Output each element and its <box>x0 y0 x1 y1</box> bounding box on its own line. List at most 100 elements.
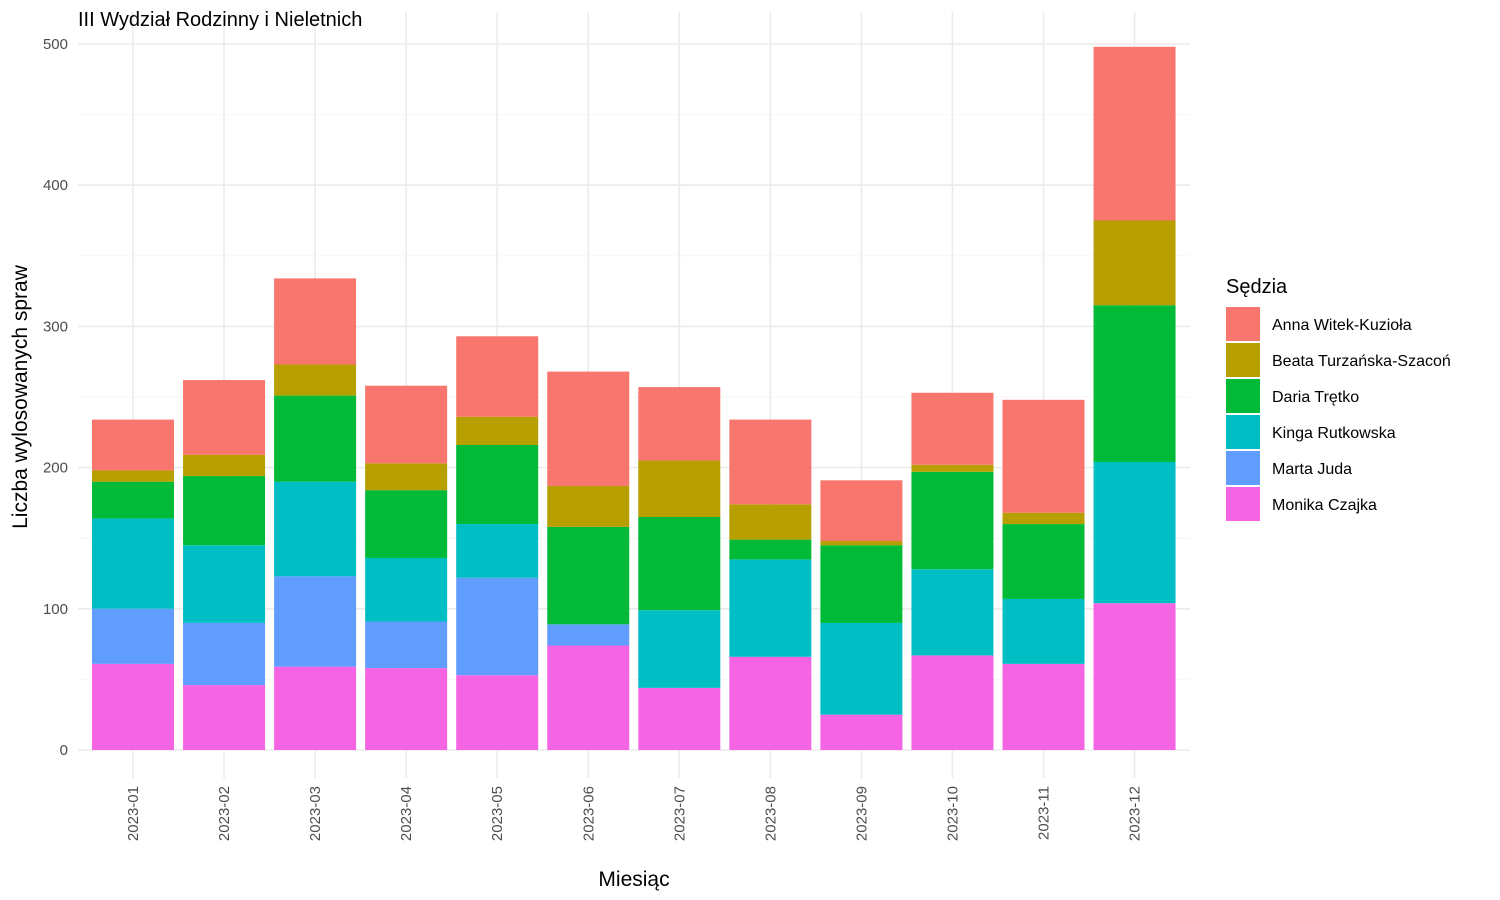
bar-segment <box>456 416 539 446</box>
x-tick-label: 2023-07 <box>671 786 688 841</box>
bar-segment <box>547 624 630 646</box>
bar-segment <box>820 622 903 715</box>
bar-segment <box>183 622 266 686</box>
bar-segment <box>92 419 174 471</box>
bar-segment <box>729 539 812 560</box>
legend-label: Beata Turzańska-Szacoń <box>1272 353 1451 370</box>
x-tick-label: 2023-01 <box>125 786 142 841</box>
bar-segment <box>183 454 266 477</box>
bar-segment <box>274 576 357 667</box>
bar-segment <box>547 526 630 625</box>
y-axis-ticks: 0 100 200 300 400 500 <box>43 36 68 759</box>
bar-segment <box>1093 461 1176 604</box>
bar-segment <box>274 364 357 396</box>
x-tick-label: 2023-06 <box>580 786 597 841</box>
y-tick-label: 100 <box>43 601 68 618</box>
bar-segment <box>183 545 266 623</box>
bar-segment <box>1093 603 1176 750</box>
legend-label: Marta Juda <box>1272 461 1352 478</box>
bar-segment <box>365 557 448 622</box>
bar-segment <box>820 714 903 750</box>
bar-segment <box>820 545 903 623</box>
legend-label: Anna Witek-Kuzioła <box>1272 317 1412 334</box>
x-tick-label: 2023-04 <box>398 786 415 841</box>
bar-segment <box>365 668 448 750</box>
bar-segment <box>1002 598 1085 664</box>
bar-segment <box>456 524 539 578</box>
y-tick-label: 400 <box>43 177 68 194</box>
y-tick-label: 300 <box>43 318 68 335</box>
x-tick-label: 2023-12 <box>1127 786 1144 841</box>
bar-segment <box>92 608 174 664</box>
bar-segment <box>547 645 630 750</box>
bar-segment <box>274 395 357 482</box>
bar-segment <box>92 470 174 482</box>
legend-swatch <box>1226 487 1260 521</box>
legend-label: Monika Czajka <box>1272 497 1377 514</box>
legend-swatch <box>1226 307 1260 341</box>
bar-segment <box>183 476 266 546</box>
legend-label: Daria Trętko <box>1272 389 1359 406</box>
bar-segment <box>1002 663 1085 750</box>
bar-segment <box>729 656 812 750</box>
bar-segment <box>729 419 812 505</box>
bar-segment <box>1002 524 1085 599</box>
bar-segment <box>911 392 994 465</box>
x-tick-label: 2023-08 <box>762 786 779 841</box>
x-axis-title: Miesiąc <box>598 868 669 891</box>
bar-segment <box>456 445 539 525</box>
y-tick-label: 200 <box>43 460 68 477</box>
bar-segment <box>456 577 539 676</box>
legend-label: Kinga Rutkowska <box>1272 425 1396 442</box>
bar-segment <box>92 481 174 519</box>
bar-segment <box>547 371 630 486</box>
bar-segment <box>911 471 994 570</box>
legend: Sędzia Anna Witek-Kuzioła Beata Turzańska… <box>1226 276 1451 521</box>
bar-segment <box>638 610 721 688</box>
x-tick-label: 2023-02 <box>216 786 233 841</box>
bar-segment <box>1093 220 1176 306</box>
bar-segment <box>1002 512 1085 525</box>
bar-segment <box>820 480 903 542</box>
legend-title: Sędzia <box>1226 276 1288 298</box>
x-tick-label: 2023-10 <box>944 786 961 841</box>
bar-segment <box>365 490 448 558</box>
bar-segment <box>365 385 448 464</box>
bar-segment <box>1002 399 1085 513</box>
bar-segment <box>456 336 539 417</box>
bar-segment <box>638 517 721 611</box>
bar-segment <box>183 685 266 750</box>
bar-segment <box>638 687 721 750</box>
bar-segment <box>1093 305 1176 462</box>
bar-segment <box>456 675 539 750</box>
x-axis-ticks: 2023-01 2023-02 2023-03 2023-04 2023-05 2023-… <box>125 786 1144 841</box>
bar-segment <box>911 464 994 472</box>
bar-segment <box>92 663 174 750</box>
bar-segment <box>820 541 903 546</box>
legend-swatch <box>1226 343 1260 377</box>
bar-segment <box>365 463 448 491</box>
legend-swatch <box>1226 451 1260 485</box>
y-tick-label: 0 <box>60 742 68 759</box>
bar-segment <box>274 278 357 365</box>
legend-swatch <box>1226 379 1260 413</box>
bar-segment <box>365 621 448 669</box>
bar-segment <box>911 655 994 750</box>
y-tick-label: 500 <box>43 36 68 53</box>
bar-segment <box>638 460 721 518</box>
bar-segment <box>92 518 174 609</box>
bar-segment <box>274 666 357 750</box>
bar-segment <box>274 481 357 577</box>
x-tick-label: 2023-03 <box>307 786 324 841</box>
bar-segment <box>729 559 812 657</box>
x-tick-label: 2023-11 <box>1036 786 1053 840</box>
bar-segment <box>183 380 266 455</box>
bar-segment <box>729 504 812 540</box>
bar-segment <box>638 387 721 461</box>
legend-swatch <box>1226 415 1260 449</box>
bar-segment <box>911 569 994 656</box>
bar-segment <box>547 485 630 527</box>
bars <box>92 46 1176 750</box>
x-tick-label: 2023-09 <box>853 786 870 841</box>
